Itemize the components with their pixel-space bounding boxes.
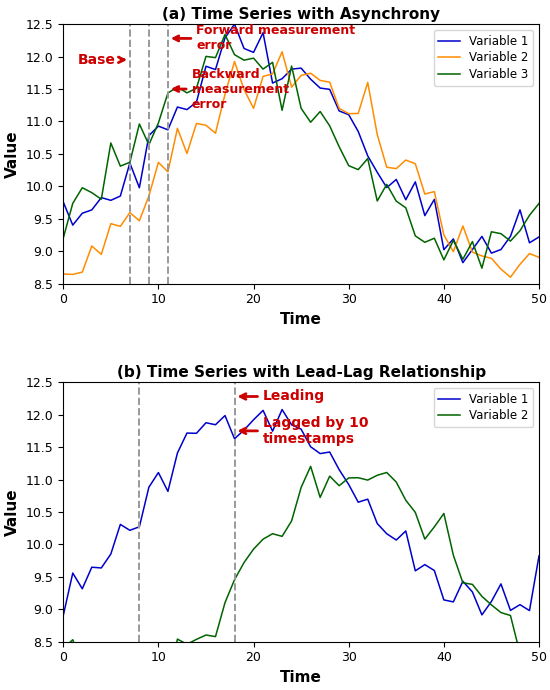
Variable 2 xyxy=(526,249,533,257)
Y-axis label: Value: Value xyxy=(5,130,20,178)
Variable 1 xyxy=(526,239,533,247)
Variable 1 xyxy=(164,126,171,134)
Variable 1 xyxy=(212,66,219,74)
Variable 1 xyxy=(526,607,533,615)
Variable 1 xyxy=(383,184,390,192)
Variable 3 xyxy=(212,53,219,61)
Variable 2 xyxy=(536,253,542,262)
Variable 1 xyxy=(412,178,419,186)
Variable 1 xyxy=(60,611,67,620)
Variable 3 xyxy=(383,180,390,188)
Variable 1 xyxy=(412,566,419,575)
Text: Forward measurement
error: Forward measurement error xyxy=(174,24,356,52)
Variable 1 xyxy=(383,530,390,538)
Text: Backward
measurement
error: Backward measurement error xyxy=(174,68,289,110)
Title: (b) Time Series with Lead-Lag Relationship: (b) Time Series with Lead-Lag Relationsh… xyxy=(117,365,486,380)
Variable 1 xyxy=(279,406,285,414)
Variable 3 xyxy=(203,52,210,61)
Text: Base: Base xyxy=(78,53,124,67)
Line: Variable 3: Variable 3 xyxy=(63,34,539,268)
Variable 2 xyxy=(412,159,419,168)
Variable 2 xyxy=(383,163,390,171)
Variable 2 xyxy=(536,655,542,663)
Variable 2 xyxy=(507,273,514,282)
Line: Variable 2: Variable 2 xyxy=(63,466,539,687)
Variable 2 xyxy=(164,168,171,176)
Title: (a) Time Series with Asynchrony: (a) Time Series with Asynchrony xyxy=(162,7,440,21)
Line: Variable 2: Variable 2 xyxy=(63,52,539,277)
Variable 2 xyxy=(212,633,219,641)
Variable 2 xyxy=(393,478,399,486)
Line: Variable 1: Variable 1 xyxy=(63,24,539,263)
Variable 1 xyxy=(212,421,219,429)
Variable 1 xyxy=(536,552,542,560)
Variable 1 xyxy=(460,259,466,267)
Legend: Variable 1, Variable 2: Variable 1, Variable 2 xyxy=(433,388,533,427)
Variable 2 xyxy=(164,682,171,690)
Variable 3 xyxy=(478,264,485,273)
Line: Variable 1: Variable 1 xyxy=(63,410,539,615)
Text: Leading: Leading xyxy=(240,389,325,404)
Variable 3 xyxy=(222,30,228,39)
Variable 2 xyxy=(526,642,533,650)
Variable 2 xyxy=(174,635,181,643)
Variable 1 xyxy=(164,487,171,495)
Variable 2 xyxy=(60,270,67,278)
Variable 3 xyxy=(412,232,419,240)
Variable 1 xyxy=(203,419,210,427)
Variable 2 xyxy=(307,462,314,471)
Variable 3 xyxy=(164,89,171,97)
Variable 1 xyxy=(536,233,542,241)
Variable 2 xyxy=(279,48,285,56)
Variable 2 xyxy=(60,644,67,653)
Variable 3 xyxy=(526,211,533,219)
Variable 2 xyxy=(203,121,210,130)
Text: Lagged by 10
timestamps: Lagged by 10 timestamps xyxy=(240,416,368,446)
Variable 1 xyxy=(231,20,238,28)
Variable 1 xyxy=(203,62,210,70)
X-axis label: Time: Time xyxy=(280,670,322,685)
Variable 2 xyxy=(421,535,428,543)
Y-axis label: Value: Value xyxy=(5,488,20,535)
Variable 3 xyxy=(536,199,542,208)
Variable 2 xyxy=(222,598,228,607)
X-axis label: Time: Time xyxy=(280,312,322,327)
Variable 3 xyxy=(60,234,67,242)
Variable 1 xyxy=(60,198,67,206)
Legend: Variable 1, Variable 2, Variable 3: Variable 1, Variable 2, Variable 3 xyxy=(433,30,533,86)
Variable 2 xyxy=(212,129,219,137)
